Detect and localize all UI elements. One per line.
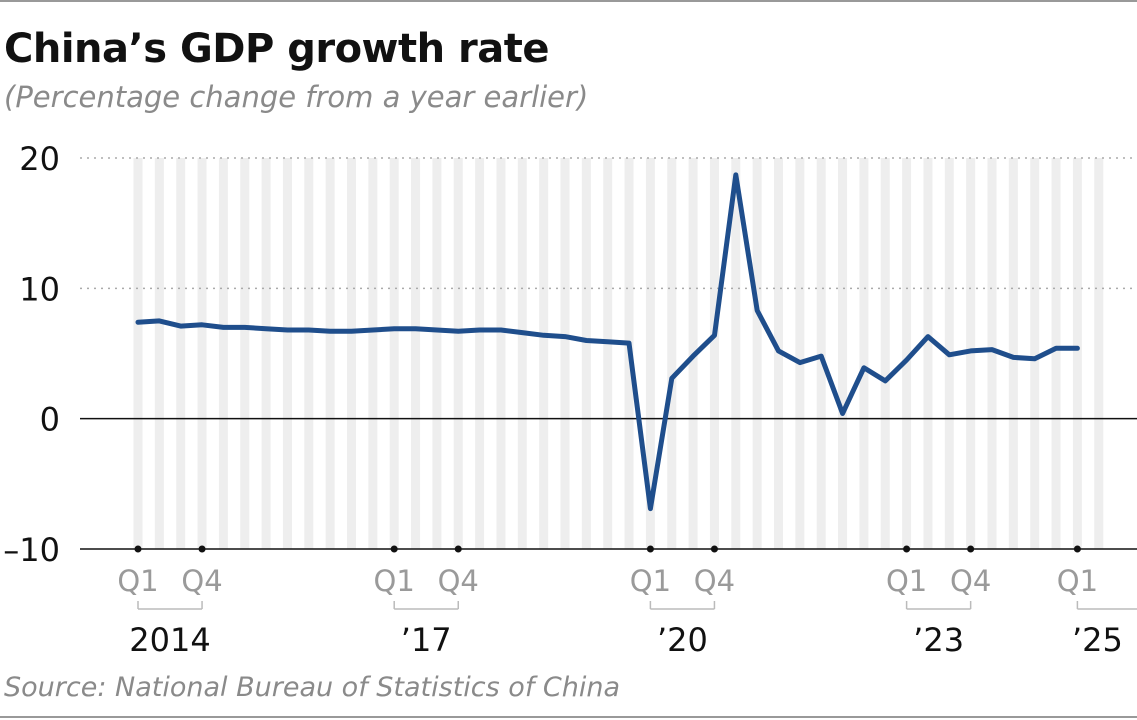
year-label: ’23 xyxy=(913,621,964,659)
quarter-band xyxy=(496,158,506,549)
quarter-band xyxy=(154,158,164,549)
quarter-band xyxy=(731,158,741,549)
quarter-band xyxy=(795,158,805,549)
quarter-band xyxy=(859,158,869,549)
x-tick-dot xyxy=(198,545,206,553)
top-rule xyxy=(0,0,1137,2)
quarter-band xyxy=(581,158,591,549)
quarter-label: Q4 xyxy=(950,564,991,598)
quarter-band xyxy=(838,158,848,549)
bottom-rule xyxy=(0,716,1137,718)
quarter-band xyxy=(902,158,912,549)
quarter-band xyxy=(411,158,421,549)
x-tick-dot xyxy=(967,545,975,553)
x-tick-dot xyxy=(710,545,718,553)
quarter-band xyxy=(752,158,762,549)
series-line xyxy=(135,172,1080,512)
x-tick-dot xyxy=(646,545,654,553)
quarter-band xyxy=(603,158,613,549)
quarter-band xyxy=(176,158,186,549)
quarter-band xyxy=(1030,158,1040,549)
quarter-band xyxy=(347,158,356,549)
quarter-band xyxy=(1051,158,1061,549)
quarter-band xyxy=(218,158,228,549)
quarter-band xyxy=(432,158,442,549)
quarter-band xyxy=(539,158,549,549)
quarter-band xyxy=(667,158,677,549)
quarter-band xyxy=(880,158,890,549)
x-axis: Q1 Q4 Q1 Q4 Q1 Q4 Q1 Q4 Q1 2014 ’17 ’20 ’23 ’25 xyxy=(117,545,1137,659)
year-label: ’20 xyxy=(657,621,708,659)
quarter-band xyxy=(645,158,655,549)
quarter-band xyxy=(475,158,485,549)
year-label: ’25 xyxy=(1072,621,1123,659)
y-tick-label: –10 xyxy=(3,531,60,569)
x-tick-dot xyxy=(390,545,398,553)
x-tick-dot xyxy=(903,545,911,553)
x-tick-dot xyxy=(134,545,142,553)
y-tick-label: 0 xyxy=(40,401,60,439)
quarter-band xyxy=(1008,158,1018,549)
quarter-band xyxy=(709,158,719,549)
quarter-band xyxy=(560,158,570,549)
source-note: Source: National Bureau of Statistics of… xyxy=(4,672,621,703)
quarter-band xyxy=(240,158,250,549)
quarter-band xyxy=(923,158,933,549)
quarter-band xyxy=(325,158,335,549)
x-tick-dot xyxy=(454,545,462,553)
quarter-band xyxy=(1094,158,1104,549)
quarter-band xyxy=(368,158,378,549)
y-tick-label: 10 xyxy=(19,270,60,308)
quarter-label: Q4 xyxy=(694,564,735,598)
quarter-band xyxy=(304,158,314,549)
quarter-label: Q1 xyxy=(1057,564,1098,598)
gridlines xyxy=(80,157,1137,550)
chart-title: China’s GDP growth rate xyxy=(4,26,550,72)
quarter-band xyxy=(987,158,997,549)
quarter-band xyxy=(1072,158,1082,549)
year-label: ’17 xyxy=(401,621,452,659)
quarter-band xyxy=(389,158,399,549)
quarter-band xyxy=(197,158,207,549)
year-label: 2014 xyxy=(129,621,210,659)
chart-subtitle: (Percentage change from a year earlier) xyxy=(4,80,589,114)
quarter-label: Q4 xyxy=(438,564,479,598)
quarter-band xyxy=(453,158,463,549)
x-tick-dot xyxy=(1073,545,1081,553)
quarter-band xyxy=(282,158,292,549)
quarter-band xyxy=(261,158,271,549)
quarter-label: Q1 xyxy=(117,564,158,598)
series-lines xyxy=(135,172,1080,512)
quarter-band xyxy=(816,158,826,549)
quarter-label: Q1 xyxy=(630,564,671,598)
y-axis-ticks: 20 10 0 –10 xyxy=(3,140,60,569)
quarter-label: Q1 xyxy=(374,564,415,598)
y-tick-label: 20 xyxy=(19,140,60,178)
quarter-band xyxy=(517,158,527,549)
quarter-label: Q1 xyxy=(886,564,927,598)
quarter-label: Q4 xyxy=(181,564,222,598)
quarter-band xyxy=(133,158,143,549)
quarter-band xyxy=(966,158,976,549)
